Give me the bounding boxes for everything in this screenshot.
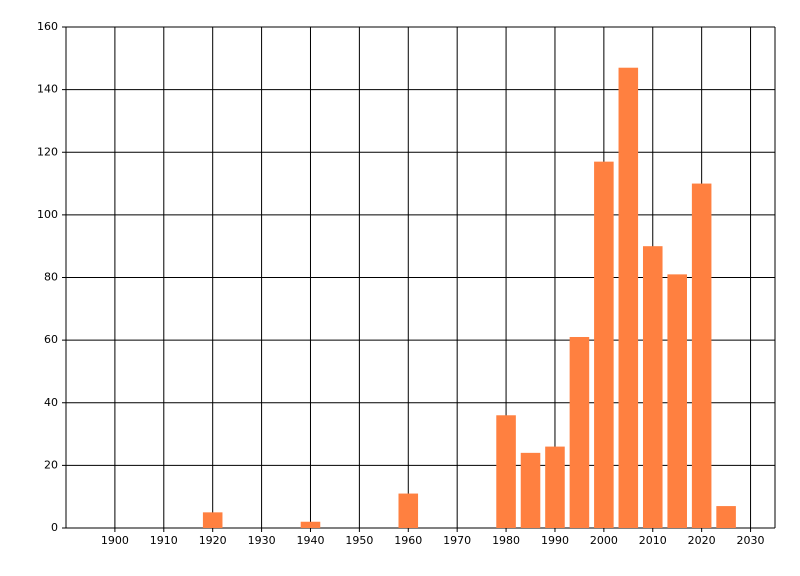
x-tick-label: 2030 [737,534,765,547]
y-tick-label: 160 [37,20,58,33]
x-tick-label: 1960 [394,534,422,547]
bar [202,512,223,528]
y-tick-label: 60 [44,333,58,346]
y-tick-label: 120 [37,145,58,158]
bar [594,161,614,529]
x-tick-label: 1940 [296,534,324,547]
x-tick-label: 1900 [101,534,129,547]
bar [667,274,687,528]
bar [716,506,736,528]
x-tick-label: 1950 [345,534,373,547]
bar [545,446,565,528]
x-tick-label: 2020 [688,534,716,547]
bar [691,183,712,528]
bar [642,246,663,528]
x-tick-label: 1970 [443,534,471,547]
bar [569,336,590,528]
y-tick-label: 20 [44,458,58,471]
bar [520,452,541,528]
y-tick-label: 80 [44,271,58,284]
y-tick-label: 140 [37,83,58,96]
bar [618,67,639,529]
bar [496,415,516,528]
y-tick-label: 100 [37,208,58,221]
bar [398,493,419,528]
x-tick-label: 1920 [199,534,227,547]
y-tick-label: 40 [44,396,58,409]
y-tick-label: 0 [51,521,58,534]
x-tick-label: 1990 [541,534,569,547]
x-tick-label: 1930 [248,534,276,547]
x-tick-label: 2000 [590,534,618,547]
x-tick-label: 1980 [492,534,520,547]
bar [300,521,321,528]
x-tick-label: 2010 [639,534,667,547]
x-tick-label: 1910 [150,534,178,547]
